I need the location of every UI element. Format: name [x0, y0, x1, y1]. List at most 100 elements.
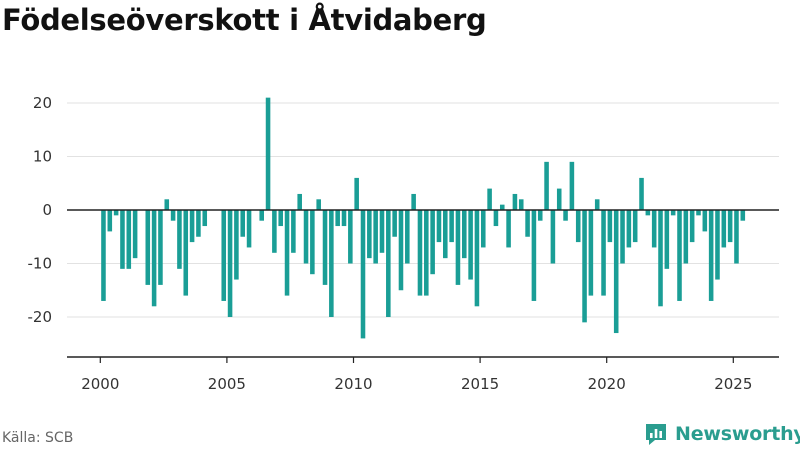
- bar: [234, 210, 239, 280]
- bar: [499, 204, 505, 210]
- x-tick-label: 2005: [208, 375, 246, 393]
- bar: [411, 193, 416, 210]
- bar: [474, 210, 480, 307]
- bar: [702, 210, 708, 232]
- bar: [443, 210, 448, 259]
- bar: [601, 210, 606, 296]
- bar: [360, 210, 366, 339]
- bar: [607, 210, 613, 243]
- y-tick-label: 0: [42, 201, 52, 219]
- bar: [727, 210, 733, 243]
- bar: [126, 210, 132, 269]
- bar: [120, 210, 125, 269]
- bar: [430, 210, 435, 275]
- bar: [341, 210, 347, 227]
- bar: [240, 210, 246, 237]
- newsworthy-logo-icon: [646, 424, 666, 445]
- bar: [265, 97, 271, 210]
- bar: [455, 210, 461, 285]
- bar: [480, 210, 486, 248]
- bar: [645, 210, 651, 216]
- bar: [582, 210, 587, 323]
- bar: [297, 193, 302, 210]
- bar: [373, 210, 378, 264]
- bar: [392, 210, 397, 237]
- y-tick-label: -20: [28, 308, 53, 326]
- bar: [278, 210, 283, 227]
- bar: [310, 210, 315, 275]
- x-tick-label: 2015: [461, 375, 499, 393]
- bar: [594, 199, 600, 210]
- bar: [468, 210, 473, 280]
- bar: [354, 177, 359, 210]
- bar: [379, 210, 385, 253]
- bar: [202, 210, 208, 227]
- bar: [284, 210, 290, 296]
- bar: [696, 210, 701, 216]
- bar: [550, 210, 556, 264]
- bar: [462, 210, 467, 259]
- y-tick-label: -10: [28, 255, 53, 273]
- bar: [575, 210, 581, 243]
- bar: [449, 210, 454, 243]
- bar: [556, 188, 562, 210]
- bar: [189, 210, 195, 243]
- bar: [734, 210, 739, 264]
- bar: [291, 210, 296, 253]
- bar: [626, 210, 632, 248]
- bar: [531, 210, 537, 301]
- bar: [259, 210, 264, 221]
- bar: [246, 210, 252, 248]
- chart-title: Födelseöverskott i Åtvidaberg: [2, 3, 487, 37]
- bar: [322, 210, 328, 285]
- bar: [493, 210, 499, 227]
- bar: [677, 210, 682, 301]
- bar: [386, 210, 391, 317]
- bar: [544, 161, 549, 210]
- brand-logo: Newsworthy: [643, 418, 800, 450]
- bar: [721, 210, 727, 248]
- bar: [107, 210, 113, 232]
- bar: [683, 210, 689, 264]
- bar: [651, 210, 657, 248]
- source-label: Källa: SCB: [2, 430, 74, 446]
- bar: [405, 210, 410, 264]
- bar: [424, 210, 429, 296]
- bar: [658, 210, 663, 307]
- bar: [227, 210, 233, 317]
- brand-name: Newsworthy: [675, 423, 800, 445]
- bar: [151, 210, 157, 307]
- bar: [335, 210, 340, 227]
- bar: [525, 210, 530, 237]
- bar: [183, 210, 189, 296]
- bar: [177, 210, 182, 269]
- bar: [563, 210, 568, 221]
- bar: [512, 193, 518, 210]
- bar: [689, 210, 695, 243]
- bar: [506, 210, 511, 248]
- bar: [158, 210, 163, 285]
- bar: [417, 210, 423, 296]
- bar: [632, 210, 638, 243]
- bar: [113, 210, 119, 216]
- bar: [367, 210, 372, 259]
- bar: [145, 210, 151, 285]
- bar: [715, 210, 720, 280]
- bar: [487, 188, 492, 210]
- bar: [170, 210, 176, 221]
- bar: [620, 210, 625, 264]
- x-tick-label: 2010: [334, 375, 372, 393]
- y-tick-label: 10: [33, 148, 52, 166]
- x-tick-label: 2025: [714, 375, 752, 393]
- bar: [221, 210, 227, 301]
- bar: [588, 210, 594, 296]
- bar-layer: [101, 97, 746, 339]
- bar: [398, 210, 404, 291]
- y-tick-label: 20: [33, 94, 52, 112]
- bar: [329, 210, 334, 317]
- bar: [196, 210, 201, 237]
- bar: [639, 177, 644, 210]
- bar: [348, 210, 353, 264]
